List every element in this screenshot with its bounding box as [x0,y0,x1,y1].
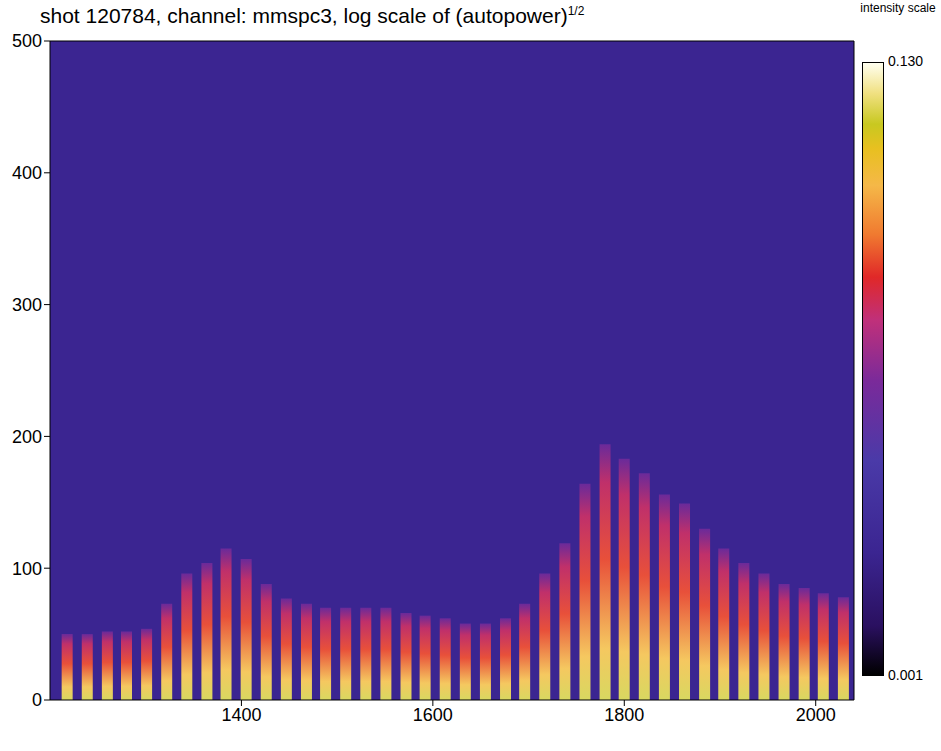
html-text:0.001: 0.001 [888,667,923,683]
html-text:shot 120784, channel: mmspc3,: shot 120784, channel: mmspc3, log scale … [40,4,585,27]
svg-text:0: 0 [32,690,42,710]
html-text:intensity scale: intensity scale [860,1,936,15]
svg-text:400: 400 [12,163,42,183]
svg-text:1600: 1600 [413,705,453,725]
svg-text:500: 500 [12,31,42,51]
svg-text:300: 300 [12,295,42,315]
svg-text:100: 100 [12,559,42,579]
svg-text:200: 200 [12,427,42,447]
html-text:0.130: 0.130 [888,53,923,69]
svg-text:1800: 1800 [604,705,644,725]
svg-text:1400: 1400 [221,705,261,725]
svg-text:2000: 2000 [796,705,836,725]
